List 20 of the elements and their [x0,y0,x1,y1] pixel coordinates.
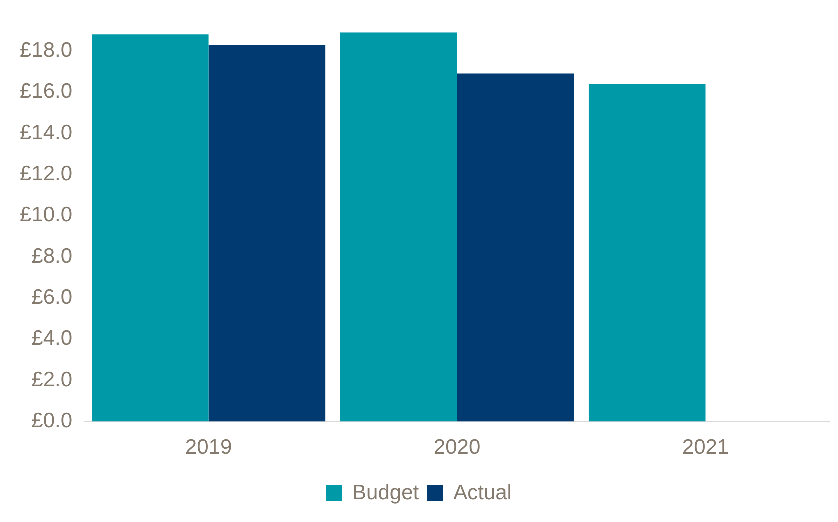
x-tick-label: 2019 [185,436,232,460]
y-tick-label: £6.0 [32,286,73,310]
y-tick-label: £12.0 [20,162,73,186]
bar [588,84,706,422]
x-tick-label: 2021 [682,436,730,460]
legend-label: Actual [454,481,512,504]
y-tick-label: £16.0 [20,80,73,104]
bar [340,32,458,422]
legend-label: Budget [352,481,420,504]
y-tick-label: £2.0 [32,368,73,392]
bar [92,34,209,422]
y-tick-label: £18.0 [20,38,73,62]
y-tick-label: £4.0 [32,327,73,350]
bar [457,74,574,422]
y-tick-label: £8.0 [32,244,73,268]
x-tick-label: 2020 [434,436,481,460]
y-tick-label: £14.0 [20,121,73,144]
bar [208,44,326,422]
y-tick-label: £10.0 [20,204,73,227]
y-tick-label: £0.0 [32,410,73,433]
